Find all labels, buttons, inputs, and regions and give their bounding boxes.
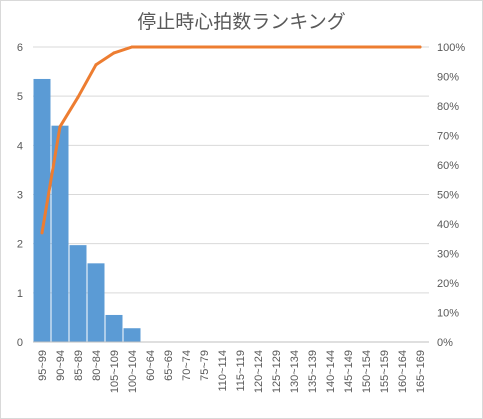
x-tick-label: 125~129: [271, 350, 283, 393]
y2-tick-label: 80%: [437, 101, 459, 113]
x-tick-label: 160~164: [397, 350, 409, 393]
cumulative-point: [238, 45, 242, 49]
x-tick-label: 90~94: [55, 350, 67, 381]
y-tick-label: 6: [17, 42, 23, 54]
cumulative-point: [58, 125, 62, 129]
cumulative-point: [202, 45, 206, 49]
x-tick-label: 120~124: [253, 350, 265, 393]
cumulative-point: [220, 45, 224, 49]
y2-tick-label: 90%: [437, 72, 459, 84]
y-tick-label: 2: [17, 239, 23, 251]
cumulative-point: [292, 45, 296, 49]
y2-tick-label: 60%: [437, 160, 459, 172]
y-tick-label: 3: [17, 190, 23, 202]
bar: [87, 263, 105, 342]
x-tick-label: 110~114: [217, 350, 229, 392]
y-tick-label: 5: [17, 91, 23, 103]
x-tick-label: 70~74: [181, 350, 193, 381]
bar: [33, 78, 51, 342]
cumulative-point: [94, 63, 98, 67]
y-tick-label: 0: [17, 337, 23, 349]
x-tick-label: 155~159: [379, 350, 391, 393]
x-tick-label: 60~64: [145, 350, 157, 381]
y2-tick-label: 0%: [437, 337, 453, 349]
cumulative-point: [400, 45, 404, 49]
bar: [123, 328, 141, 342]
x-tick-label: 140~144: [325, 350, 337, 393]
cumulative-point: [382, 45, 386, 49]
y2-tick-label: 20%: [437, 278, 459, 290]
y2-tick-label: 40%: [437, 219, 459, 231]
bar: [51, 125, 69, 343]
x-tick-label: 95~99: [37, 350, 49, 381]
cumulative-point: [112, 51, 116, 55]
x-tick-label: 85~89: [73, 350, 85, 381]
cumulative-point: [148, 45, 152, 49]
y2-tick-label: 10%: [437, 308, 459, 320]
y2-tick-label: 70%: [437, 131, 459, 143]
bar: [69, 245, 87, 342]
cumulative-point: [256, 45, 260, 49]
cumulative-point: [418, 45, 422, 49]
x-tick-label: 75~79: [199, 350, 211, 381]
cumulative-point: [310, 45, 314, 49]
cumulative-line: [40, 45, 422, 235]
x-tick-label: 165~169: [415, 350, 427, 393]
cumulative-point: [364, 45, 368, 49]
y-tick-label: 4: [17, 140, 23, 152]
cumulative-point: [40, 231, 44, 235]
x-tick-label: 130~134: [289, 350, 301, 393]
cumulative-point: [346, 45, 350, 49]
cumulative-point: [76, 95, 80, 99]
x-tick-label: 100~104: [127, 350, 139, 393]
x-tick-label: 115~119: [235, 350, 247, 392]
y2-tick-label: 50%: [437, 190, 459, 202]
cumulative-point: [184, 45, 188, 49]
chart-title: 停止時心拍数ランキング: [137, 11, 346, 33]
x-tick-label: 80~84: [91, 350, 103, 381]
y-tick-label: 1: [17, 288, 23, 300]
cumulative-point: [274, 45, 278, 49]
x-tick-label: 105~109: [109, 350, 121, 393]
x-tick-label: 65~69: [163, 350, 175, 381]
cumulative-point: [328, 45, 332, 49]
x-tick-label: 145~149: [343, 350, 355, 393]
x-tick-label: 135~139: [307, 350, 319, 393]
cumulative-point: [166, 45, 170, 49]
y2-tick-label: 100%: [437, 42, 465, 54]
cumulative-point: [130, 45, 134, 49]
y2-tick-label: 30%: [437, 249, 459, 261]
x-tick-label: 150~154: [361, 350, 373, 393]
bar: [105, 314, 123, 342]
